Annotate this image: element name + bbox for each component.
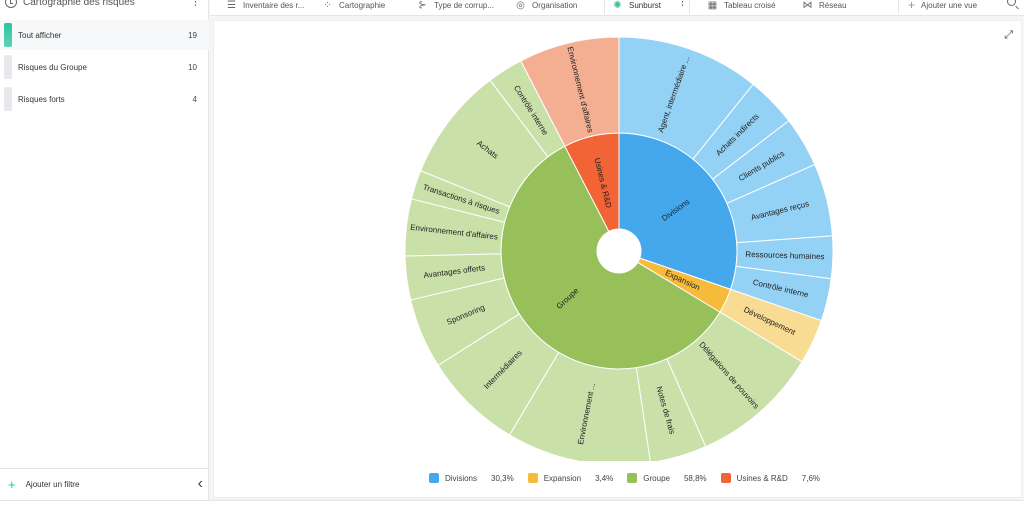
hierarchy-icon: ⊱ [418,0,427,11]
add-view-button[interactable]: + Ajouter une vue [908,0,977,13]
legend-percent: 3,4% [595,473,614,483]
filter-item-all[interactable]: Tout afficher 19 [0,20,209,50]
legend-swatch [429,473,439,483]
tab-divider [898,0,899,14]
collapse-sidebar-icon[interactable]: ‹ [197,475,203,492]
filter-item-count: 4 [192,94,197,104]
tab-label: Sunburst [629,0,662,10]
sunburst-outer-label-ressources-humaines: Ressources humaines [745,250,824,261]
legend-item-groupe[interactable]: Groupe 58,8% [627,473,707,483]
legend-swatch [720,473,731,483]
legend-name: Groupe [643,473,670,483]
tab-sunburst[interactable]: ✺ Sunburst [612,0,661,13]
sidebar-menu-icon[interactable]: ⋮ [190,0,201,8]
filter-item-high[interactable]: Risques forts 4 [0,84,209,114]
filter-item-label: Risques forts [18,94,65,104]
table-icon: ▦ [707,0,718,11]
tab-label: Cartographie [339,0,386,10]
status-strip [0,500,1024,506]
tab-menu-icon[interactable]: ⋮ [677,0,688,8]
legend-percent: 7,6% [801,473,821,483]
expand-icon[interactable]: ⤢ [1004,29,1013,41]
filter-item-label: Tout afficher [18,30,62,40]
tab-label: Tableau croisé [724,0,776,10]
legend-name: Usines & R&D [736,473,788,483]
sunburst-outer-slice-environnement-d-affaires[interactable] [520,36,620,147]
sunburst-icon: ✺ [613,0,622,11]
tab-cartographie[interactable]: ⁘ Cartographie [322,0,385,13]
tab-tableau-croise[interactable]: ▦ Tableau croisé [707,0,776,13]
add-filter-label: Ajouter un filtre [25,480,80,489]
legend-percent: 58,8% [683,473,707,483]
menu-icon: ☰ [227,0,236,11]
scatter-icon: ⁘ [323,0,332,11]
legend-percent: 30,3% [491,473,514,483]
tab-label: Organisation [532,0,578,10]
tab-divider [604,0,605,14]
filter-color-bar [4,87,12,111]
tab-inventaire[interactable]: ☰ Inventaire des r... [226,0,304,13]
network-icon: ⋈ [802,0,813,11]
filter-color-bar [4,23,12,47]
tab-label: Réseau [819,0,847,10]
plus-icon: + [8,477,16,492]
plus-icon: + [908,0,916,12]
org-icon: ◎ [516,0,525,11]
tab-type-corruption[interactable]: ⊱ Type de corrup... [417,0,494,13]
filter-item-label: Risques du Groupe [18,62,87,72]
legend-name: Expansion [543,473,582,483]
legend-swatch [527,473,538,483]
add-filter-button[interactable]: + Ajouter un filtre ‹ [0,468,209,500]
tab-reseau[interactable]: ⋈ Réseau [802,0,847,13]
chart-legend: Divisions 30,3% Expansion 3,4% Groupe 58,8% Us… [429,473,834,483]
legend-item-divisions[interactable]: Divisions 30,3% [429,473,514,483]
tab-divider [689,0,690,14]
chart-panel: ⤢ Divisions Expansion Groupe Usines & R&D Ag… [213,20,1022,498]
filter-color-bar [4,55,12,79]
filter-item-count: 10 [188,62,197,72]
tab-label: Inventaire des r... [243,0,305,10]
legend-swatch [627,473,638,483]
legend-name: Divisions [445,473,478,483]
search-icon[interactable] [1007,0,1016,6]
add-view-label: Ajouter une vue [921,0,978,10]
view-tab-bar: ☰ Inventaire des r... ⁘ Cartographie ⊱ T… [210,0,1024,16]
clock-icon [5,0,17,8]
sidebar-title: Cartographie des risques [23,0,135,8]
tab-label: Type de corrup... [434,0,495,10]
tab-organisation[interactable]: ◎ Organisation [515,0,577,13]
legend-item-usines-r-d[interactable]: Usines & R&D 7,6% [720,473,821,483]
sidebar-header: Cartographie des risques ⋮ [0,0,209,19]
sidebar: Cartographie des risques ⋮ Tout afficher… [0,0,209,506]
legend-item-expansion[interactable]: Expansion 3,4% [527,473,614,483]
filter-item-count: 19 [188,30,197,40]
filter-item-group[interactable]: Risques du Groupe 10 [0,52,209,82]
